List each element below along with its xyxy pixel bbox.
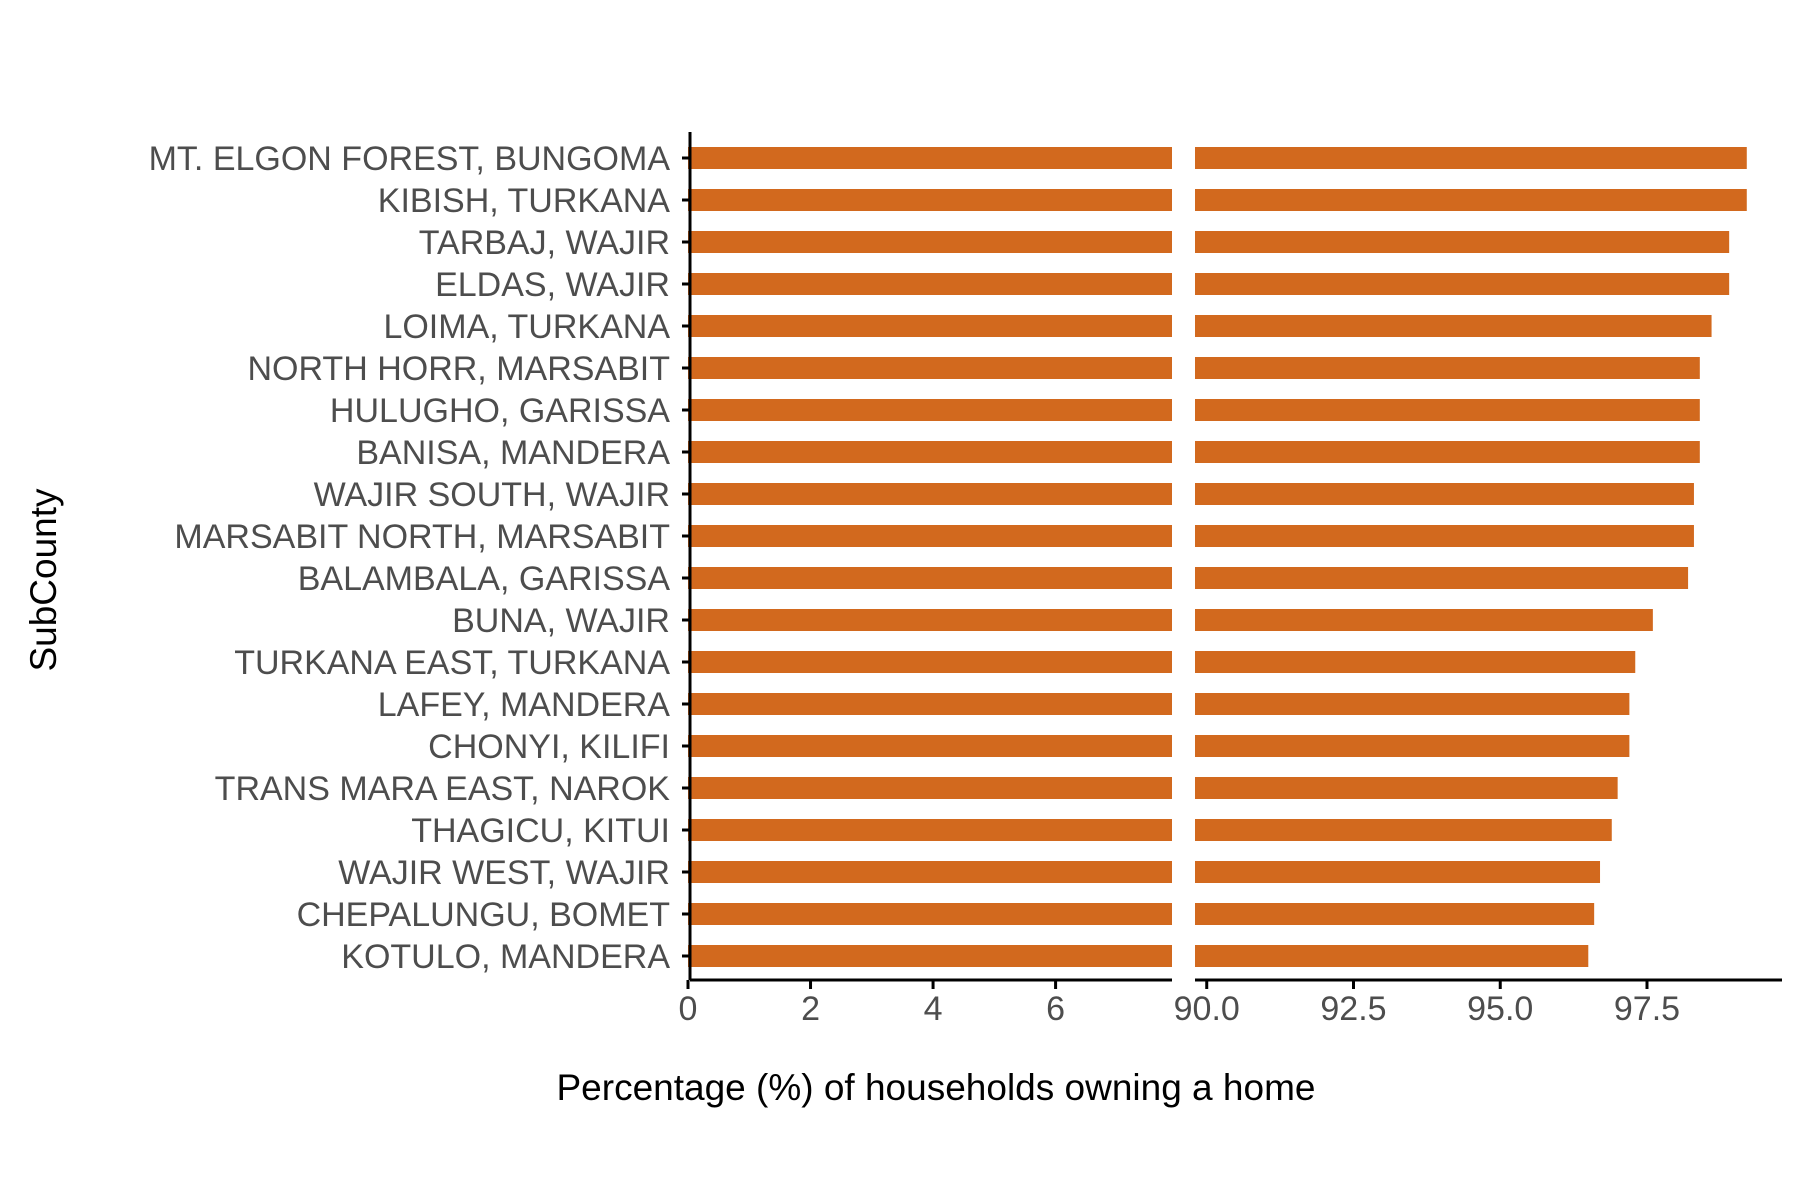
bar-low-segment xyxy=(688,231,1172,253)
bar-low-segment xyxy=(688,609,1172,631)
bar-high-segment xyxy=(1195,315,1712,337)
bar-low-segment xyxy=(688,189,1172,211)
y-tick-label: HULUGHO, GARISSA xyxy=(330,392,670,430)
bar-high-segment xyxy=(1195,483,1694,505)
y-tick-label: ELDAS, WAJIR xyxy=(435,266,670,304)
bar-high-segment xyxy=(1195,651,1636,673)
bar-high-segment xyxy=(1195,273,1730,295)
bar-high-segment xyxy=(1195,357,1700,379)
x-tick-label: 97.5 xyxy=(1614,990,1680,1028)
y-tick-label: WAJIR SOUTH, WAJIR xyxy=(314,476,670,514)
bar-high-segment xyxy=(1195,903,1595,925)
y-tick-label: WAJIR WEST, WAJIR xyxy=(338,854,670,892)
y-tick-label: THAGICU, KITUI xyxy=(411,812,670,850)
bar-low-segment xyxy=(688,903,1172,925)
bar-low-segment xyxy=(688,357,1172,379)
x-tick-label: 92.5 xyxy=(1320,990,1386,1028)
y-tick-label: BALAMBALA, GARISSA xyxy=(298,560,671,598)
y-tick-label: KIBISH, TURKANA xyxy=(378,182,671,220)
y-tick-label: MARSABIT NORTH, MARSABIT xyxy=(174,518,670,556)
bar-high-segment xyxy=(1195,609,1653,631)
y-tick-label: NORTH HORR, MARSABIT xyxy=(247,350,670,388)
bar-low-segment xyxy=(688,777,1172,799)
bar-high-segment xyxy=(1195,735,1630,757)
bar-high-segment xyxy=(1195,399,1700,421)
bar-high-segment xyxy=(1195,693,1630,715)
y-axis-title: SubCounty xyxy=(23,488,64,672)
bar-low-segment xyxy=(688,567,1172,589)
bar-low-segment xyxy=(688,483,1172,505)
bar-high-segment xyxy=(1195,567,1689,589)
bar-high-segment xyxy=(1195,525,1694,547)
bar-low-segment xyxy=(688,693,1172,715)
y-tick-label: LAFEY, MANDERA xyxy=(378,686,671,724)
bar-high-segment xyxy=(1195,441,1700,463)
axes-layer: MT. ELGON FOREST, BUNGOMA KIBISH, TURKANA… xyxy=(149,132,1782,1028)
y-tick-label: CHEPALUNGU, BOMET xyxy=(297,896,670,934)
y-tick-label: MT. ELGON FOREST, BUNGOMA xyxy=(149,140,671,178)
bar-low-segment xyxy=(688,819,1172,841)
bar-high-segment xyxy=(1195,231,1730,253)
y-tick-label: KOTULO, MANDERA xyxy=(341,938,670,976)
bar-high-segment xyxy=(1195,189,1747,211)
y-tick-label: TRANS MARA EAST, NAROK xyxy=(215,770,671,808)
y-tick-label: TURKANA EAST, TURKANA xyxy=(234,644,670,682)
bar-high-segment xyxy=(1195,945,1589,967)
bar-high-segment xyxy=(1195,861,1601,883)
x-tick-label: 95.0 xyxy=(1467,990,1533,1028)
bars-layer xyxy=(688,147,1747,967)
bar-low-segment xyxy=(688,441,1172,463)
x-tick-label: 2 xyxy=(801,990,820,1028)
bar-low-segment xyxy=(688,273,1172,295)
y-tick-label: CHONYI, KILIFI xyxy=(428,728,670,766)
x-tick-label: 6 xyxy=(1046,990,1065,1028)
bar-low-segment xyxy=(688,147,1172,169)
x-tick-label: 0 xyxy=(679,990,698,1028)
bar-high-segment xyxy=(1195,147,1747,169)
bar-low-segment xyxy=(688,735,1172,757)
y-tick-label: TARBAJ, WAJIR xyxy=(419,224,670,262)
bar-low-segment xyxy=(688,399,1172,421)
y-tick-label: BUNA, WAJIR xyxy=(452,602,670,640)
y-tick-label: BANISA, MANDERA xyxy=(356,434,670,472)
x-tick-label: 4 xyxy=(924,990,943,1028)
y-tick-label: LOIMA, TURKANA xyxy=(383,308,670,346)
bar-high-segment xyxy=(1195,777,1618,799)
bar-low-segment xyxy=(688,861,1172,883)
x-axis-title: Percentage (%) of households owning a ho… xyxy=(557,1067,1316,1108)
bar-low-segment xyxy=(688,315,1172,337)
bar-high-segment xyxy=(1195,819,1612,841)
bar-low-segment xyxy=(688,525,1172,547)
x-tick-label: 90.0 xyxy=(1174,990,1240,1028)
bar-low-segment xyxy=(688,651,1172,673)
bar-low-segment xyxy=(688,945,1172,967)
